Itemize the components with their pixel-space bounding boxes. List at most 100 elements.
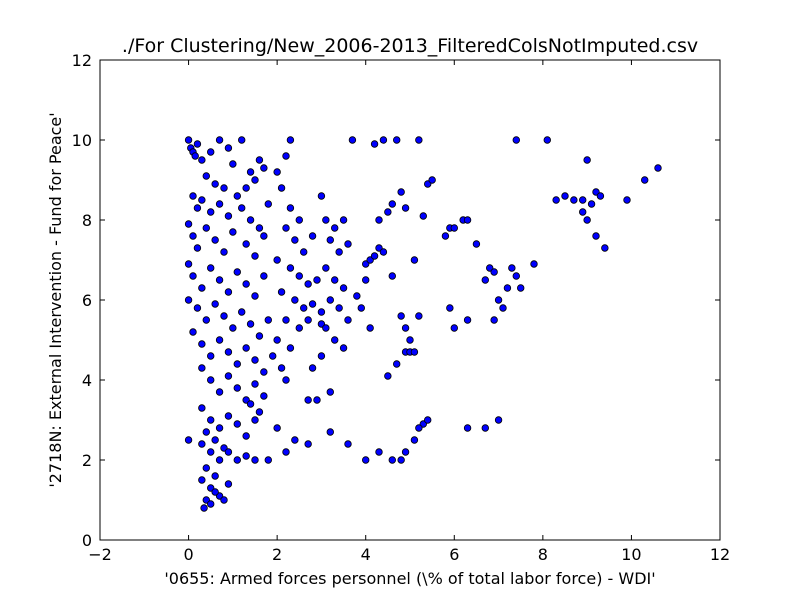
- y-tick-label: 12: [72, 51, 92, 70]
- scatter-point: [410, 256, 419, 264]
- scatter-point: [202, 428, 210, 436]
- scatter-point: [596, 192, 605, 200]
- scatter-point: [623, 196, 631, 204]
- scatter-point: [260, 272, 268, 280]
- scatter-point: [654, 164, 662, 172]
- scatter-point: [326, 296, 334, 304]
- y-tick-label: 4: [82, 371, 92, 390]
- scatter-point: [224, 448, 233, 456]
- scatter-point: [428, 176, 436, 184]
- scatter-point: [277, 184, 286, 192]
- scatter-point: [393, 360, 401, 368]
- scatter-point: [300, 248, 308, 256]
- x-tick-label: −2: [88, 545, 112, 564]
- scatter-point: [601, 244, 609, 252]
- scatter-point: [472, 240, 481, 248]
- scatter-point: [238, 308, 246, 316]
- scatter-point: [481, 424, 489, 432]
- scatter-point: [251, 416, 259, 424]
- scatter-point: [233, 192, 241, 200]
- scatter-point: [641, 176, 649, 184]
- scatter-point: [282, 316, 290, 324]
- scatter-point: [552, 196, 560, 204]
- scatter-point: [499, 304, 507, 312]
- scatter-point: [207, 352, 215, 360]
- scatter-point: [220, 184, 228, 192]
- x-axis-label: '0655: Armed forces personnel (\% of tot…: [164, 569, 655, 588]
- scatter-point: [348, 136, 357, 144]
- scatter-point: [366, 324, 374, 332]
- scatter-point: [242, 184, 250, 192]
- scatter-point: [362, 276, 370, 284]
- scatter-point: [233, 268, 241, 276]
- x-tick-label: 6: [449, 545, 459, 564]
- scatter-point: [463, 316, 472, 324]
- y-tick-label: 8: [82, 211, 92, 230]
- scatter-point: [207, 208, 215, 216]
- scatter-point: [229, 160, 237, 168]
- scatter-point: [397, 188, 405, 196]
- scatter-point: [198, 340, 206, 348]
- scatter-point: [260, 164, 268, 172]
- scatter-point: [313, 396, 321, 404]
- scatter-point: [184, 220, 193, 228]
- scatter-point: [211, 472, 219, 480]
- scatter-point: [202, 224, 210, 232]
- scatter-point: [463, 216, 472, 224]
- scatter-point: [579, 208, 587, 216]
- scatter-point: [375, 448, 383, 456]
- scatter-point: [415, 312, 423, 320]
- scatter-point: [191, 152, 199, 160]
- y-tick-label: 6: [82, 291, 92, 310]
- y-tick-label: 2: [82, 451, 92, 470]
- scatter-point: [184, 260, 193, 268]
- y-tick-label: 10: [72, 131, 92, 150]
- scatter-point: [189, 192, 197, 200]
- scatter-point: [224, 348, 233, 356]
- x-tick-label: 8: [538, 545, 548, 564]
- scatter-point: [251, 356, 259, 364]
- scatter-point: [242, 240, 250, 248]
- scatter-point: [322, 324, 330, 332]
- scatter-point: [207, 416, 215, 424]
- scatter-point: [397, 456, 405, 464]
- scatter-point: [198, 196, 206, 204]
- scatter-point: [295, 272, 303, 280]
- scatter-point: [375, 216, 383, 224]
- scatter-point: [282, 224, 290, 232]
- chart-title: ./For Clustering/New_2006-2013_FilteredC…: [122, 35, 698, 57]
- scatter-point: [370, 252, 379, 260]
- scatter-point: [264, 316, 272, 324]
- scatter-point: [517, 284, 525, 292]
- scatter-point: [295, 216, 303, 224]
- scatter-point: [220, 248, 228, 256]
- scatter-point: [397, 312, 405, 320]
- scatter-point: [238, 136, 246, 144]
- x-tick-label: 0: [183, 545, 193, 564]
- scatter-point: [198, 156, 206, 164]
- scatter-point: [198, 364, 206, 372]
- scatter-point: [446, 304, 454, 312]
- scatter-point: [331, 336, 339, 344]
- scatter-point: [308, 232, 317, 240]
- scatter-point: [494, 296, 503, 304]
- scatter-point: [388, 272, 396, 280]
- scatter-point: [401, 204, 410, 212]
- scatter-point: [592, 232, 600, 240]
- scatter-point: [304, 280, 312, 288]
- scatter-point: [317, 352, 326, 360]
- scatter-point: [410, 348, 419, 356]
- scatter-point: [362, 456, 370, 464]
- scatter-point: [304, 440, 312, 448]
- scatter-point: [251, 252, 259, 260]
- scatter-point: [198, 404, 206, 412]
- scatter-point: [508, 264, 516, 272]
- scatter-point: [277, 364, 286, 372]
- scatter-point: [238, 204, 246, 212]
- scatter-point: [189, 272, 197, 280]
- scatter-point: [463, 424, 472, 432]
- scatter-point: [242, 344, 250, 352]
- scatter-point: [393, 136, 401, 144]
- scatter-point: [384, 372, 392, 380]
- scatter-point: [344, 240, 352, 248]
